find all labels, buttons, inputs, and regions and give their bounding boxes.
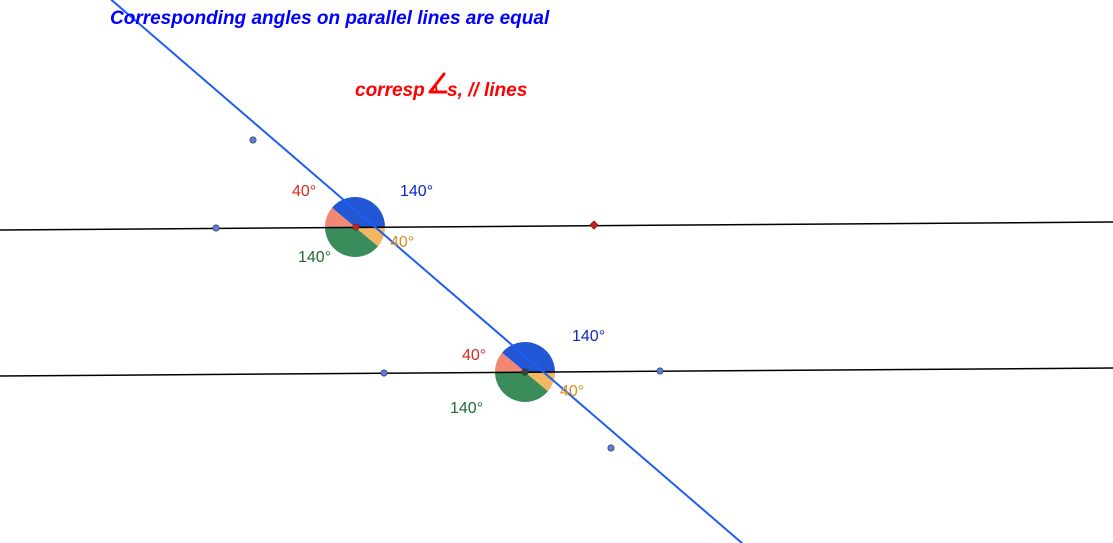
point-3[interactable] <box>353 224 359 230</box>
point-0[interactable] <box>250 137 256 143</box>
angle-label-bottom-right-0: 40° <box>390 234 414 251</box>
point-5[interactable] <box>381 370 387 376</box>
point-4[interactable] <box>657 368 663 374</box>
notation-suffix: s, // lines <box>447 80 527 101</box>
angle-label-bottom-left-1: 140° <box>450 400 483 417</box>
point-6[interactable] <box>522 369 528 375</box>
parallel-line-0 <box>0 222 1113 230</box>
page-title: Corresponding angles on parallel lines a… <box>110 8 550 29</box>
point-1[interactable] <box>213 225 219 231</box>
angle-label-top-right-1: 140° <box>572 328 605 345</box>
point-7[interactable] <box>608 445 614 451</box>
angle-label-top-left-0: 40° <box>292 183 316 200</box>
parallel-line-1 <box>0 368 1113 376</box>
angle-label-bottom-right-1: 40° <box>560 383 584 400</box>
geometry-canvas: 140° 40° 140° 40° 140° 40° 140° 40° Correspondin… <box>0 0 1113 543</box>
point-2[interactable] <box>590 221 598 229</box>
angle-label-top-left-1: 40° <box>462 347 486 364</box>
angle-label-bottom-left-0: 140° <box>298 249 331 266</box>
notation-group: corresp s, // lines <box>355 74 527 101</box>
notation-prefix: corresp <box>355 80 425 101</box>
angle-icon <box>430 74 446 92</box>
transversal-line <box>100 0 750 543</box>
angle-label-top-right-0: 140° <box>400 183 433 200</box>
